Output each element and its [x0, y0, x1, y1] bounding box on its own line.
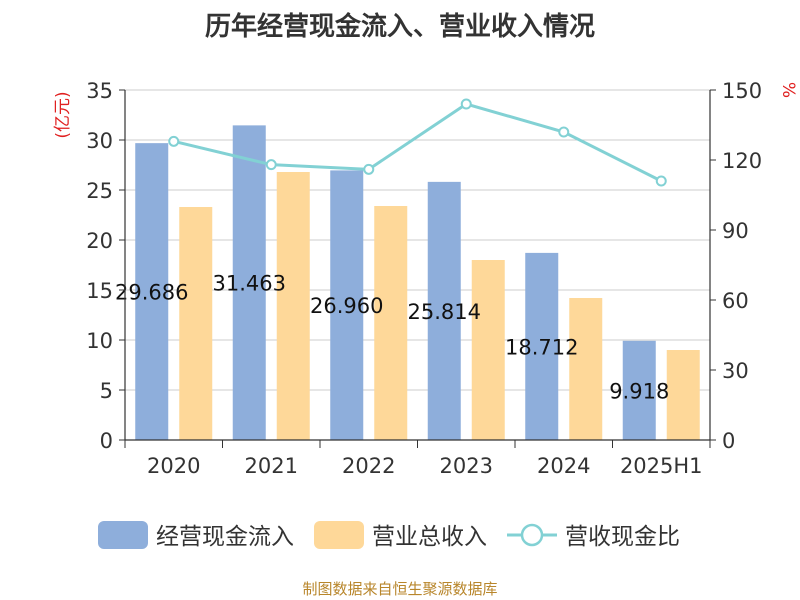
- bar-cash-inflow: [330, 170, 364, 440]
- ratio-point: [460, 98, 472, 110]
- legend: 经营现金流入 营业总收入 营收现金比: [98, 521, 680, 550]
- bar-cash-inflow: [427, 181, 461, 441]
- x-tick-label: 2022: [342, 454, 395, 478]
- bar-cash-inflow: [525, 252, 559, 440]
- y2-tick-label: 120: [722, 149, 762, 173]
- data-label-group: 29.686 31.463 26.960 25.814 18.712 9.918: [115, 272, 669, 404]
- x-tick-label: 2025H1: [620, 454, 703, 478]
- bar-revenue: [276, 172, 310, 440]
- y2-tick-label: 90: [722, 219, 749, 243]
- legend-label: 营业总收入: [372, 524, 487, 550]
- ratio-point: [168, 135, 180, 147]
- bar-cash-inflow: [622, 340, 656, 440]
- ratio-line: [173, 102, 662, 183]
- y-tick-label: 15: [86, 279, 113, 303]
- y-axis-unit: (亿元): [53, 91, 73, 138]
- y2-tick-label: 0: [722, 429, 735, 453]
- legend-label: 营收现金比: [565, 524, 680, 550]
- ratio-point: [265, 159, 277, 171]
- y2-axis-unit: %: [778, 82, 798, 98]
- y2-tick-label: 30: [722, 359, 749, 383]
- y-tick-label: 35: [86, 79, 113, 103]
- y-tick-label: 30: [86, 129, 113, 153]
- data-label: 25.814: [408, 300, 481, 324]
- y-tick-label: 20: [86, 229, 113, 253]
- legend-swatch-marker: [520, 523, 544, 547]
- bar-revenue: [179, 207, 213, 440]
- y-tick-label: 10: [86, 329, 113, 353]
- ratio-point: [655, 175, 667, 187]
- bar-revenue: [666, 350, 700, 440]
- y-tick-label: 25: [86, 179, 113, 203]
- data-label: 9.918: [609, 379, 669, 403]
- data-label: 29.686: [115, 281, 188, 305]
- axes: 0 5 10 15 20 25 30 35 0 30 60 90 120 150 2020 2021 2022 2…: [53, 79, 798, 478]
- x-tick-label: 2021: [245, 454, 298, 478]
- bar-revenue: [471, 260, 505, 440]
- bar-group: [135, 125, 700, 441]
- data-label: 26.960: [310, 294, 383, 318]
- data-label: 18.712: [505, 335, 578, 359]
- x-tick-label: 2024: [537, 454, 590, 478]
- ratio-point: [363, 163, 375, 175]
- grid-lines: [125, 89, 710, 391]
- x-tick-label: 2020: [147, 454, 200, 478]
- ratio-point: [558, 126, 570, 138]
- x-tick-label: 2023: [440, 454, 493, 478]
- ratio-line-group: [168, 98, 667, 187]
- legend-label: 经营现金流入: [156, 524, 294, 550]
- y-tick-label: 0: [100, 429, 113, 453]
- y2-tick-label: 150: [722, 79, 762, 103]
- bar-cash-inflow: [135, 143, 169, 440]
- source-note: 制图数据来自恒生聚源数据库: [302, 580, 498, 598]
- bar-revenue: [569, 298, 603, 440]
- bar-cash-inflow: [232, 125, 266, 441]
- bar-revenue: [374, 206, 408, 440]
- chart-title: 历年经营现金流入、营业收入情况: [204, 12, 595, 42]
- y-tick-label: 5: [100, 379, 113, 403]
- y2-tick-label: 60: [722, 289, 749, 313]
- legend-swatch: [314, 521, 364, 549]
- data-label: 31.463: [213, 272, 286, 296]
- legend-swatch: [98, 521, 148, 549]
